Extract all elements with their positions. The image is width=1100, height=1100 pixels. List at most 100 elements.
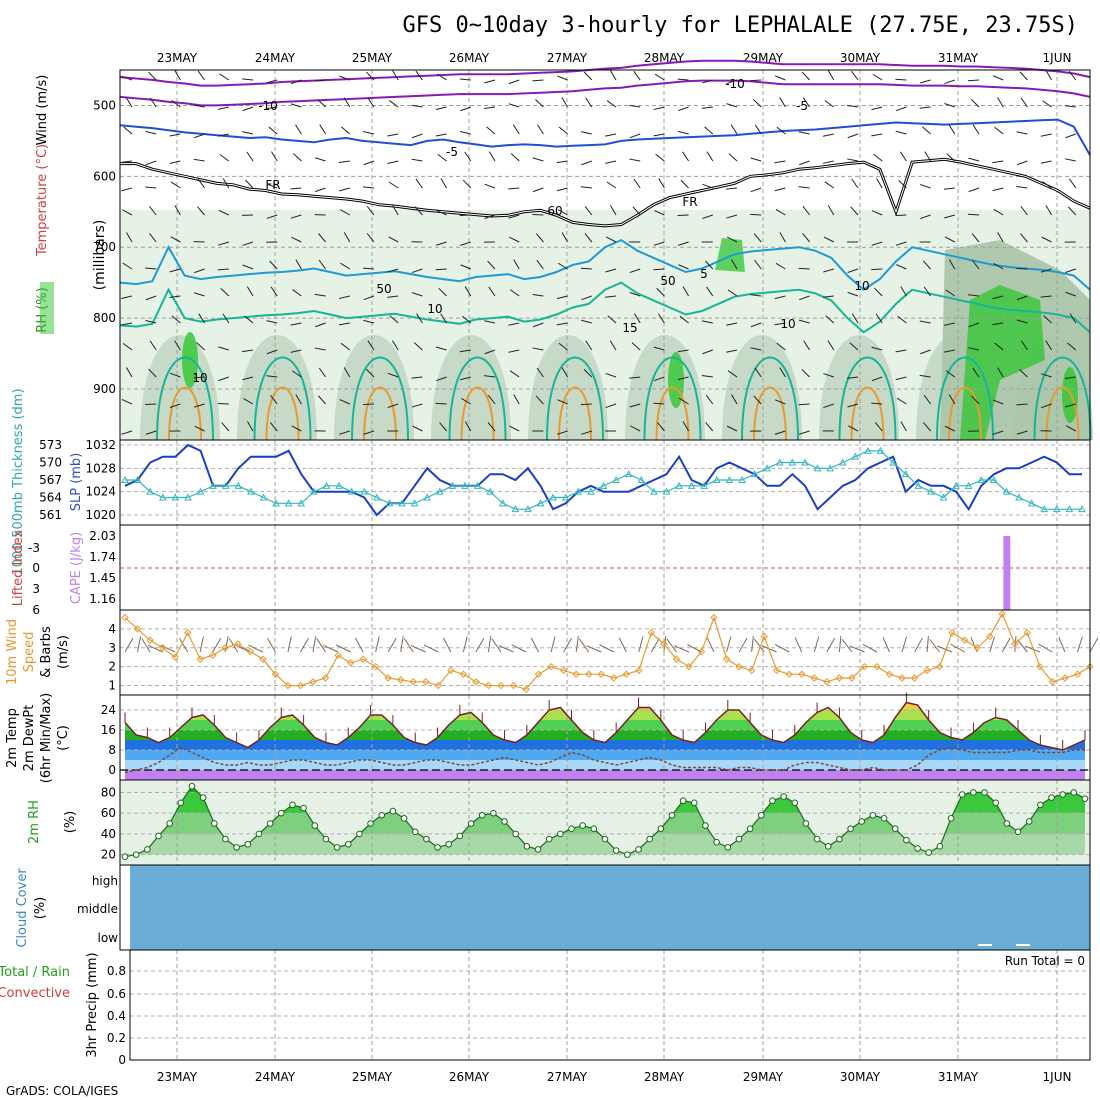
wind-barb: [968, 347, 980, 351]
isotherm-bubble: [936, 356, 994, 441]
thickness-marker: [927, 487, 935, 495]
pressure-axis-label: (millibars): [92, 220, 108, 291]
wind-speed-marker: [234, 640, 242, 648]
wind-barb-10m: [267, 637, 276, 653]
thickness-marker: [335, 481, 343, 489]
rh-high-area: [715, 238, 745, 272]
rh-marker: [668, 811, 676, 819]
wind-barb: [411, 292, 423, 297]
wind-barb: [726, 349, 738, 353]
wind-barb: [270, 394, 278, 405]
run-total-annotation: Run Total = 0: [1005, 954, 1085, 968]
wind-barb: [632, 206, 641, 216]
rh-marker: [981, 789, 988, 796]
wind-barb: [440, 313, 448, 324]
thickness-marker: [574, 487, 583, 495]
isotherm-bubble: [546, 356, 604, 441]
wind-barb: [343, 97, 351, 108]
wind-barb: [677, 78, 689, 81]
wind-barb: [174, 70, 181, 81]
rh-marker: [612, 847, 620, 854]
wind-barb: [435, 346, 447, 351]
wind-speed-marker: [484, 681, 493, 690]
rh-marker: [1070, 789, 1078, 796]
wind-barb: [314, 347, 326, 351]
wind-barb: [895, 349, 907, 353]
wind-barb: [944, 236, 956, 243]
wind-barb: [633, 70, 641, 81]
isotherm-bubble-warm: [850, 386, 885, 441]
wind-barb: [656, 287, 665, 297]
wind-barb: [440, 178, 448, 189]
wind-barb: [944, 103, 955, 108]
wind-barb-10m: [287, 636, 292, 653]
rh-tick: 40: [101, 827, 116, 841]
cape-axis-label: CAPE (J/kg): [69, 532, 84, 604]
wind-barb-10m: [937, 645, 953, 653]
rh-marker: [601, 835, 609, 843]
slp-tick: 1032: [85, 438, 116, 452]
wind-barb: [270, 286, 278, 297]
wind-barb-10m: [751, 636, 754, 653]
thickness-marker: [990, 475, 998, 483]
rh-marker: [1014, 828, 1022, 836]
rh-marker: [144, 846, 151, 853]
wind-barb: [750, 213, 762, 216]
below-zero-band: [125, 770, 1085, 780]
wind-barb: [629, 133, 641, 139]
wind-barb: [1042, 100, 1052, 108]
wind-speed-marker: [798, 670, 806, 678]
wind-speed-marker: [647, 628, 656, 637]
wind-barb: [464, 286, 472, 297]
wind-barb: [971, 395, 980, 405]
cloud-cover-fill: [130, 865, 1090, 950]
pressure-tick: 700: [93, 240, 116, 254]
wind-barb: [295, 394, 302, 405]
wind-speed-marker: [146, 636, 154, 644]
wind-barb: [702, 183, 713, 189]
wind-barb: [750, 79, 762, 82]
wind-barb: [365, 368, 375, 378]
wind-barb: [606, 100, 617, 108]
wind-barb: [584, 205, 593, 216]
isotherm-bubble: [448, 356, 507, 441]
wind-barb: [121, 187, 133, 192]
chart-title: GFS 0~10day 3-hourly for LEPHALALE (27.7…: [402, 13, 1078, 38]
wind-barb: [363, 131, 375, 135]
wind-barb: [219, 73, 230, 81]
wind-barb: [704, 126, 714, 135]
rh-marker: [1059, 791, 1066, 798]
wind-barb: [872, 73, 883, 81]
wind-barb: [171, 315, 181, 324]
wind-barb: [706, 286, 714, 297]
rh-marker: [255, 830, 263, 838]
wind-barb: [871, 268, 883, 271]
wind-axis-label: & Barbs: [39, 626, 54, 678]
wind-barb-10m: [124, 637, 134, 653]
wind-barb: [435, 241, 447, 246]
dewpoint-line: [124, 746, 1085, 774]
rh-marker: [166, 820, 173, 827]
wind-barb: [488, 151, 496, 162]
rh-high-area: [1062, 367, 1078, 423]
thickness-marker: [712, 475, 721, 483]
wind-barb: [435, 268, 447, 271]
rh-tick: 80: [101, 785, 116, 799]
wind-barb: [556, 160, 568, 164]
rh-marker: [456, 832, 464, 840]
wind-barb: [727, 289, 738, 297]
rh-marker: [936, 843, 944, 850]
rh-marker: [490, 809, 497, 817]
wind-barb: [290, 103, 302, 108]
wind-barb: [1045, 70, 1053, 81]
wind-barb: [871, 133, 883, 137]
wind-barb: [875, 313, 883, 324]
wind-barb: [945, 370, 956, 378]
cloud-axis-label: Cloud Cover: [15, 868, 30, 948]
wind-speed-marker: [522, 685, 530, 694]
thickness-marker: [435, 487, 444, 495]
wind-barb: [411, 158, 423, 162]
thickness-marker: [826, 464, 835, 472]
wind-barb: [972, 124, 980, 135]
wind-barb: [218, 241, 229, 246]
